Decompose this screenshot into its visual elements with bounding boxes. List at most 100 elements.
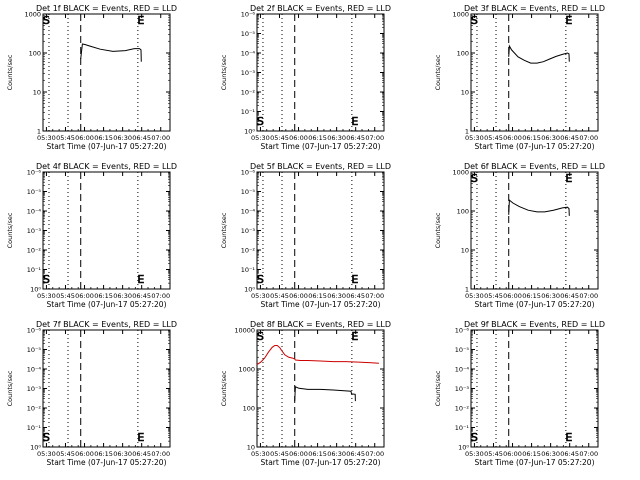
y-tick-label: 1000 [238, 366, 255, 374]
marker-label: E [565, 14, 572, 27]
y-tick-label: 10000 [234, 327, 255, 335]
y-axis-label: Counts/sec [434, 370, 442, 406]
x-tick-label: 06:30 [113, 450, 132, 458]
y-tick-label: 10⁻² [241, 89, 256, 97]
x-tick-label: 06:45 [132, 450, 151, 458]
y-tick-label: 10⁻⁴ [27, 208, 42, 216]
chart-panel: Det 7f BLACK = Events, RED = LLD Counts/s… [6, 320, 177, 467]
x-tick-label: 05:45 [270, 450, 289, 458]
x-tick-label: 07:00 [151, 292, 170, 300]
x-tick-label: 05:45 [270, 292, 289, 300]
marker-label: E [351, 273, 358, 286]
x-tick-label: 05:30 [37, 134, 56, 142]
x-tick-label: 06:15 [94, 450, 113, 458]
chart-title: Det 5f BLACK = Events, RED = LLD [250, 162, 391, 171]
chart-title: Det 4f BLACK = Events, RED = LLD [36, 162, 177, 171]
plot-frame [470, 13, 599, 132]
y-tick-label: 10 [461, 247, 469, 255]
y-tick-label: 10⁰ [30, 286, 41, 294]
plot-frame [42, 329, 171, 448]
chart-title: Det 8f BLACK = Events, RED = LLD [250, 320, 391, 329]
x-tick-label: 05:30 [37, 292, 56, 300]
y-tick-label: 10⁻⁵ [27, 346, 42, 354]
x-tick-label: 05:30 [251, 450, 270, 458]
x-tick-label: 06:00 [75, 292, 94, 300]
x-tick-label: 05:30 [465, 292, 484, 300]
y-tick-label: 10⁻⁵ [241, 188, 256, 196]
y-tick-label: 10⁻⁶ [241, 11, 256, 19]
y-tick-label: 10⁻⁶ [455, 327, 470, 335]
x-tick-label: 05:45 [56, 292, 75, 300]
x-tick-label: 05:45 [270, 134, 289, 142]
plot-frame [470, 171, 599, 290]
y-tick-label: 10⁻³ [455, 385, 470, 393]
y-tick-label: 10⁻² [455, 405, 470, 413]
y-tick-label: 10⁻³ [27, 385, 42, 393]
y-tick-label: 10⁻² [27, 405, 42, 413]
y-tick-label: 100 [29, 50, 41, 58]
x-tick-label: 07:00 [579, 134, 598, 142]
x-tick-label: 06:00 [75, 134, 94, 142]
y-axis-label: Counts/sec [6, 370, 14, 406]
marker-label: S [43, 431, 50, 444]
y-axis-label: Counts/sec [220, 212, 228, 248]
marker-label: E [351, 330, 358, 343]
plot-frame [256, 13, 385, 132]
y-tick-label: 10⁻¹ [455, 424, 470, 432]
x-tick-label: 06:00 [503, 450, 522, 458]
chart-panel: Det 4f BLACK = Events, RED = LLD Counts/s… [6, 162, 177, 309]
y-tick-label: 1 [465, 128, 469, 136]
x-tick-label: 05:30 [251, 134, 270, 142]
chart-title: Det 6f BLACK = Events, RED = LLD [464, 162, 605, 171]
y-tick-label: 1000 [452, 169, 469, 177]
x-tick-label: 06:30 [327, 134, 346, 142]
chart-panel: Det 3f BLACK = Events, RED = LLD Counts/s… [434, 4, 605, 151]
y-tick-label: 10⁻⁴ [27, 366, 42, 374]
y-tick-label: 10⁻³ [27, 227, 42, 235]
chart-title: Det 3f BLACK = Events, RED = LLD [464, 4, 605, 13]
y-tick-label: 1 [465, 286, 469, 294]
chart-title: Det 1f BLACK = Events, RED = LLD [36, 4, 177, 13]
plot-frame [470, 329, 599, 448]
y-tick-label: 10⁰ [458, 444, 469, 452]
y-axis-label: Counts/sec [220, 54, 228, 90]
x-tick-label: 05:30 [37, 450, 56, 458]
x-tick-label: 05:45 [484, 134, 503, 142]
x-axis-label: Start Time (07-Jun-17 05:27:20) [261, 142, 381, 151]
marker-label: S [43, 14, 50, 27]
y-tick-label: 10⁻² [241, 247, 256, 255]
x-tick-label: 06:30 [327, 292, 346, 300]
series-line [508, 44, 570, 64]
marker-label: S [257, 330, 264, 343]
x-tick-label: 07:00 [365, 292, 384, 300]
y-tick-label: 10⁻⁵ [455, 346, 470, 354]
x-tick-label: 06:45 [346, 292, 365, 300]
y-tick-label: 100 [457, 50, 469, 58]
y-tick-label: 10⁻⁶ [241, 169, 256, 177]
y-tick-label: 10⁰ [30, 444, 41, 452]
x-axis-label: Start Time (07-Jun-17 05:27:20) [47, 142, 167, 151]
y-tick-label: 10⁰ [244, 286, 255, 294]
y-axis-label: Counts/sec [434, 212, 442, 248]
x-tick-label: 06:45 [560, 134, 579, 142]
y-tick-label: 10⁻³ [241, 227, 256, 235]
x-tick-label: 06:00 [503, 292, 522, 300]
y-tick-label: 10⁰ [244, 128, 255, 136]
marker-label: S [471, 172, 478, 185]
y-tick-label: 1000 [452, 11, 469, 19]
y-tick-label: 10 [33, 89, 41, 97]
marker-label: S [471, 14, 478, 27]
y-tick-label: 10⁻³ [241, 69, 256, 77]
series-line [508, 199, 570, 216]
marker-label: E [565, 431, 572, 444]
x-axis-label: Start Time (07-Jun-17 05:27:20) [261, 300, 381, 309]
x-axis-label: Start Time (07-Jun-17 05:27:20) [47, 458, 167, 467]
x-tick-label: 07:00 [365, 450, 384, 458]
y-axis-label: Counts/sec [220, 370, 228, 406]
x-tick-label: 06:15 [522, 134, 541, 142]
x-tick-label: 06:15 [522, 450, 541, 458]
y-tick-label: 1000 [24, 11, 41, 19]
series-line [294, 386, 356, 402]
x-tick-label: 05:45 [56, 134, 75, 142]
marker-label: S [43, 273, 50, 286]
